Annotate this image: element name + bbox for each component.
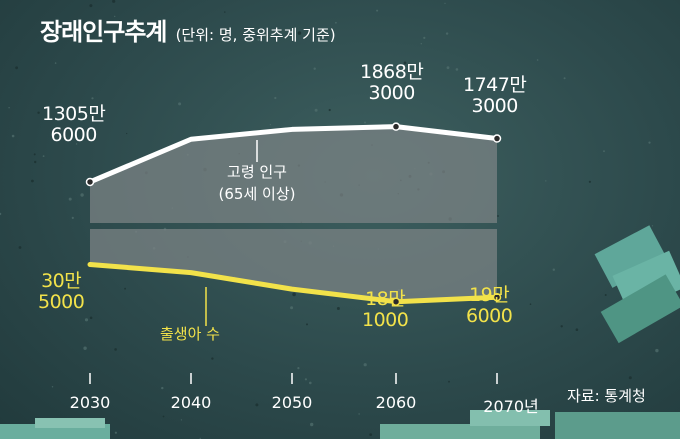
banknote-decoration	[0, 225, 680, 439]
elderly-annotation: 고령 인구 (65세 이상)	[192, 161, 322, 205]
data-label-line2: 3000	[368, 82, 415, 104]
data-label-line1: 18만	[365, 288, 406, 310]
source-note: 자료: 통계청	[567, 387, 646, 405]
data-label-line2: 5000	[38, 291, 85, 313]
data-label-line2: 3000	[471, 95, 518, 117]
elderly-series-line	[87, 124, 500, 185]
elderly-annotation-line2: (65세 이상)	[218, 185, 296, 203]
data-label-line2: 6000	[50, 124, 97, 146]
births-series-point	[391, 297, 401, 306]
x-tick-label: 2030	[69, 393, 111, 412]
elderly-data-label: 1868만 3000	[360, 61, 424, 104]
elderly-data-label: 1747만 3000	[463, 74, 527, 117]
chart-title: 장래인구추계	[40, 18, 167, 46]
births-data-label: 30만 5000	[38, 270, 85, 313]
data-label-line1: 1305만	[42, 103, 106, 125]
data-label-line2: 1000	[362, 309, 409, 331]
elderly-data-label: 1305만 6000	[42, 103, 106, 146]
elderly-annotation-line1: 고령 인구	[227, 163, 287, 181]
births-band	[90, 229, 497, 302]
chart-subtitle: (단위: 명, 중위추계 기준)	[175, 26, 336, 44]
births-series-line	[87, 262, 500, 305]
births-series-point	[492, 292, 502, 302]
data-label-line2: 6000	[466, 305, 513, 327]
data-label-line1: 1868만	[360, 61, 424, 83]
x-tick-label: 2060	[375, 393, 417, 412]
elderly-band	[90, 126, 497, 223]
data-label-line1: 30만	[41, 270, 82, 292]
elderly-series-point	[85, 177, 95, 187]
x-tick-label: 2070년	[483, 397, 539, 416]
births-annotation: 출생아 수	[160, 325, 220, 343]
births-data-label: 19만 6000	[466, 284, 513, 327]
data-label-line1: 19만	[469, 284, 510, 306]
x-tick-label: 2050	[271, 393, 313, 412]
x-tick-label: 2040	[170, 393, 212, 412]
chart-title-block: 장래인구추계 (단위: 명, 중위추계 기준)	[40, 12, 336, 47]
elderly-series-point	[391, 122, 401, 131]
elderly-series-point	[492, 134, 502, 143]
data-label-line1: 1747만	[463, 74, 527, 96]
births-data-label: 18만 1000	[362, 288, 409, 331]
